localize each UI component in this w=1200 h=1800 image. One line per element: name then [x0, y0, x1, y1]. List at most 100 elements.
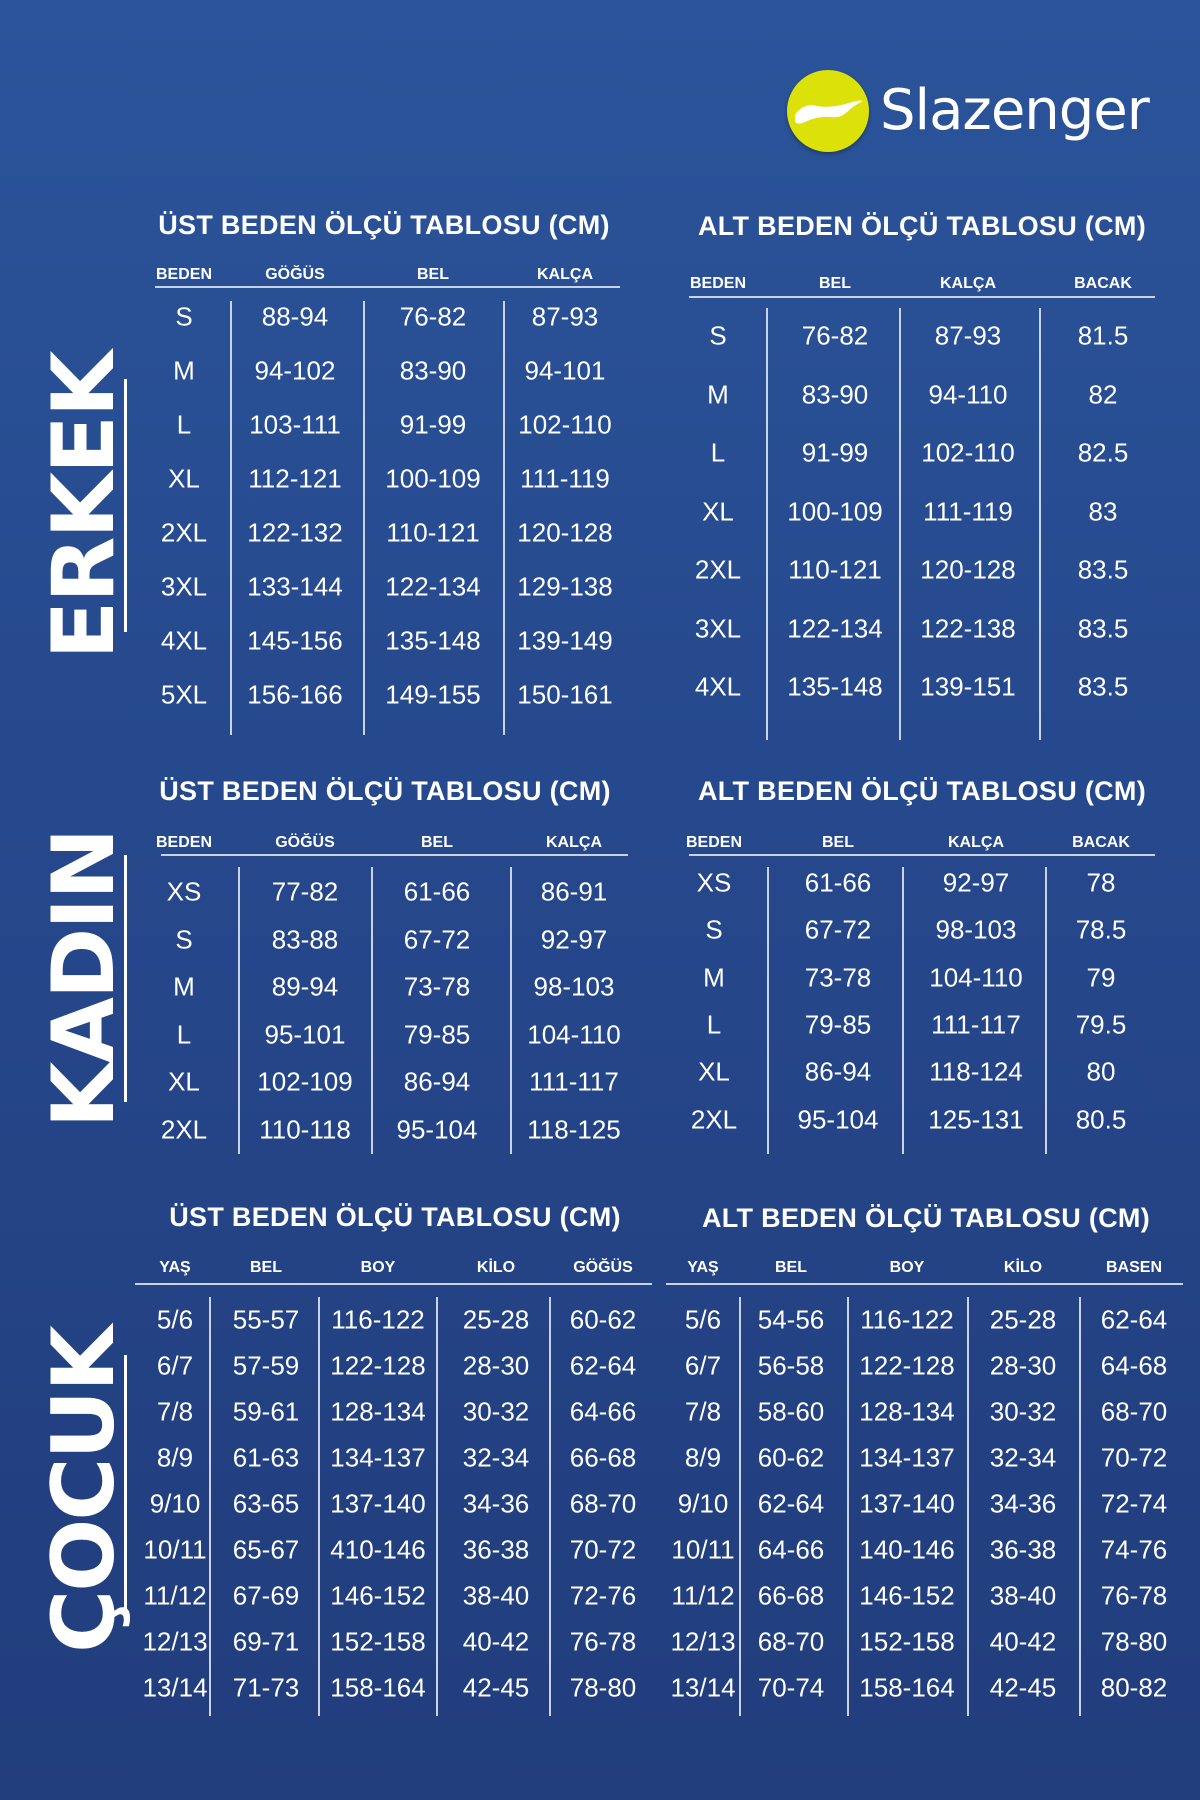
table-cell: 38-40 — [989, 1580, 1057, 1611]
table-cell: 61-66 — [403, 876, 471, 907]
table-cell: L — [176, 1019, 192, 1049]
table-cell: 111-119 — [520, 463, 610, 494]
header-divider — [135, 1283, 652, 1285]
table-cell: 77-82 — [271, 876, 339, 907]
column-header: KALÇA — [537, 266, 593, 283]
table-cell: 139-151 — [920, 671, 1016, 702]
table-title: ÜST BEDEN ÖLÇÜ TABLOSU (CM) — [159, 776, 611, 806]
table-cell: 7/8 — [684, 1396, 722, 1427]
table-cell: 60-62 — [757, 1442, 825, 1473]
section-divider — [124, 1355, 127, 1625]
column-divider — [209, 1297, 211, 1716]
table-cell: 68-70 — [1100, 1396, 1168, 1427]
table-cell: 149-155 — [385, 679, 481, 710]
table-cell: 13/14 — [142, 1672, 208, 1703]
table-cell: 128-134 — [859, 1396, 955, 1427]
table-cell: 137-140 — [859, 1488, 955, 1519]
table-cell: 111-117 — [529, 1066, 619, 1097]
table-cell: L — [710, 437, 726, 468]
table-cell: 102-109 — [257, 1066, 353, 1097]
table-cell: 69-71 — [232, 1626, 300, 1657]
table-cell: 122-134 — [787, 613, 883, 643]
table-cell: 135-148 — [787, 671, 883, 702]
table-cell: 82 — [1088, 379, 1118, 409]
table-cell: 104-110 — [929, 962, 1023, 993]
table-cell: XL — [698, 1056, 730, 1087]
column-divider — [739, 1297, 741, 1716]
table-cell: 137-140 — [330, 1488, 426, 1519]
table-cell: 10/11 — [671, 1534, 735, 1565]
column-header: GÖĞÜS — [573, 1259, 633, 1276]
column-header: GÖĞÜS — [275, 834, 335, 851]
table-cell: 122-134 — [385, 571, 481, 602]
table-cell: 122-128 — [859, 1350, 955, 1381]
header-divider — [155, 286, 620, 288]
table-cell: 8/9 — [684, 1442, 722, 1473]
table-cell: 64-66 — [757, 1534, 825, 1565]
table-cell: 11/12 — [143, 1580, 207, 1611]
table-cell: 70-74 — [757, 1672, 825, 1703]
table-cell: 87-93 — [531, 301, 599, 332]
table-cell: S — [175, 301, 193, 332]
column-header: BEL — [775, 1259, 807, 1276]
table-cell: 68-70 — [757, 1626, 825, 1657]
table-cell: 57-59 — [232, 1350, 300, 1381]
table-cell: 128-134 — [330, 1396, 426, 1427]
table-cell: 66-68 — [757, 1580, 825, 1611]
table-cell: 95-104 — [797, 1104, 879, 1134]
table-cell: 65-67 — [232, 1534, 300, 1565]
table-cell: 102-110 — [518, 409, 612, 440]
table-cell: 83-88 — [271, 924, 339, 954]
table-cell: 158-164 — [859, 1672, 955, 1703]
column-header: BEDEN — [155, 266, 213, 283]
table-cell: 68-70 — [569, 1488, 637, 1519]
table-cell: S — [705, 914, 723, 945]
table-cell: 86-91 — [540, 876, 608, 907]
table-cell: 152-158 — [859, 1626, 955, 1657]
column-divider — [238, 867, 240, 1154]
table-cell: 2XL — [694, 554, 742, 585]
column-header: KİLO — [476, 1259, 516, 1276]
table-cell: 3XL — [694, 613, 742, 643]
table-cell: 133-144 — [247, 571, 343, 602]
table-title: ÜST BEDEN ÖLÇÜ TABLOSU (CM) — [169, 1202, 621, 1232]
column-header: BEL — [819, 275, 851, 292]
table-cell: 83 — [1088, 496, 1118, 526]
column-divider — [1045, 867, 1047, 1154]
table-cell: 110-121 — [788, 554, 882, 585]
table-cell: XS — [696, 867, 732, 898]
table-cell: M — [173, 971, 195, 1002]
table-cell: 110-118 — [259, 1114, 351, 1144]
table-title: ALT BEDEN ÖLÇÜ TABLOSU (CM) — [697, 211, 1147, 241]
table-cell: 9/10 — [149, 1488, 201, 1519]
table-cell: 61-63 — [232, 1442, 300, 1473]
table-cell: 94-102 — [254, 355, 336, 386]
table-cell: M — [173, 355, 195, 386]
column-header: BACAK — [1074, 275, 1132, 292]
table-cell: 5/6 — [156, 1304, 194, 1335]
table-cell: 79-85 — [403, 1019, 471, 1049]
table-cell: M — [703, 962, 725, 993]
table-cell: 120-128 — [517, 517, 613, 548]
table-cell: 83-90 — [801, 379, 869, 409]
table-cell: S — [709, 320, 727, 351]
table-cell: 2XL — [160, 517, 208, 548]
table-cell: XS — [166, 876, 202, 907]
column-header: BEL — [421, 834, 453, 851]
table-cell: 40-42 — [989, 1626, 1057, 1657]
table-cell: 92-97 — [942, 867, 1010, 898]
table-cell: 25-28 — [462, 1304, 530, 1335]
table-cell: 73-78 — [403, 971, 471, 1002]
table-cell: 83.5 — [1077, 671, 1129, 702]
table-cell: 111-119 — [923, 496, 1013, 526]
table-cell: 73-78 — [804, 962, 872, 993]
table-cell: 146-152 — [330, 1580, 426, 1611]
table-cell: 86-94 — [804, 1056, 872, 1087]
table-cell: 40-42 — [462, 1626, 530, 1657]
table-cell: 79 — [1086, 962, 1116, 993]
table-cell: 60-62 — [569, 1304, 637, 1335]
table-cell: 34-36 — [989, 1488, 1057, 1519]
column-header: KALÇA — [940, 275, 996, 292]
table-cell: 98-103 — [533, 971, 615, 1002]
column-header: BEDEN — [689, 275, 747, 292]
